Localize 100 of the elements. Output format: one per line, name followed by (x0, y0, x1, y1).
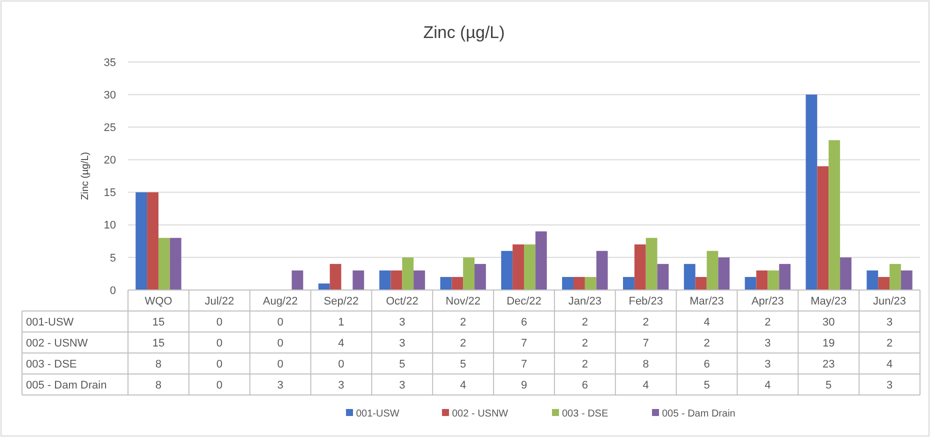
data-label: 2 (582, 316, 588, 328)
bar (440, 276, 452, 290)
data-label: 0 (277, 337, 284, 350)
data-label: 2 (460, 316, 466, 328)
text: 002 - USNW (26, 337, 88, 350)
bar (768, 270, 780, 290)
x-tick-label: WQO (144, 295, 173, 308)
y-tick-label: 30 (104, 89, 116, 102)
x-tick-label: Jun/23 (873, 295, 906, 308)
bar (562, 276, 574, 290)
bar (634, 244, 646, 290)
y-tick-label: 35 (104, 56, 116, 69)
x-tick-label: Oct/22 (386, 295, 418, 308)
bar (806, 94, 818, 290)
y-tick-label: 20 (104, 154, 116, 167)
data-label: 0 (216, 379, 222, 392)
x-tick-label: Jul/22 (204, 295, 234, 308)
bar (474, 264, 486, 290)
y-axis-title: Zinc (µg/L) (80, 152, 91, 200)
data-label: 5 (826, 379, 832, 392)
bar (900, 270, 912, 290)
bar (318, 283, 330, 290)
bar (828, 140, 840, 290)
data-label: 2 (886, 337, 893, 350)
data-label: 4 (642, 379, 649, 392)
data-label: 3 (886, 316, 893, 328)
x-tick-label: Apr/23 (751, 295, 784, 308)
y-tick-label: 0 (110, 284, 116, 297)
bar (695, 276, 707, 290)
bar (684, 264, 696, 290)
legend-label: 001-USW (356, 408, 400, 420)
data-label: 0 (338, 358, 344, 370)
data-label: 3 (764, 337, 771, 350)
data-label: 3 (338, 379, 344, 392)
legend-label: 002 - USNW (452, 408, 509, 420)
bar (535, 231, 547, 290)
data-label: 7 (642, 337, 649, 350)
bar (646, 238, 658, 290)
data-label: 3 (764, 358, 771, 370)
bar (756, 270, 768, 290)
text: 003 - DSE (26, 358, 77, 370)
bar (623, 276, 634, 290)
data-label: 8 (642, 358, 649, 370)
x-tick-label: Sep/22 (324, 295, 359, 308)
x-tick-label: Dec/22 (506, 295, 542, 308)
bar (574, 276, 585, 290)
data-label: 2 (582, 337, 588, 350)
data-label: 3 (277, 379, 284, 392)
bar (718, 257, 730, 290)
bar (292, 270, 304, 290)
bar (452, 276, 464, 290)
data-label: 0 (277, 358, 284, 370)
data-label: 3 (399, 337, 406, 350)
data-label: 0 (216, 316, 222, 328)
bar (512, 244, 524, 290)
bar (330, 264, 342, 290)
bar (414, 270, 425, 290)
data-label: 3 (399, 379, 406, 392)
bar (657, 264, 669, 290)
y-tick-label: 5 (110, 252, 116, 264)
data-label: 3 (399, 316, 406, 328)
data-label: 4 (338, 337, 344, 350)
data-label: 15 (152, 316, 165, 328)
data-label: 8 (155, 358, 162, 370)
y-tick-label: 10 (104, 220, 116, 232)
data-label: 6 (520, 316, 528, 328)
data-label: 0 (277, 316, 284, 328)
data-label: 2 (460, 337, 466, 350)
bar (402, 257, 414, 290)
x-tick-label: Mar/23 (690, 295, 724, 308)
text: 005 - Dam Drain (26, 379, 107, 392)
data-label: 4 (886, 358, 893, 370)
data-label: 5 (704, 379, 710, 392)
data-label: 30 (822, 316, 835, 328)
data-label: 9 (520, 379, 528, 392)
bar (584, 276, 596, 290)
data-label: 19 (822, 337, 835, 350)
data-label: 7 (520, 337, 528, 350)
data-label: 6 (704, 358, 710, 370)
bar (463, 257, 474, 290)
bar (890, 264, 901, 290)
bar (158, 238, 170, 290)
bar (379, 270, 391, 290)
data-label: 15 (152, 337, 165, 350)
legend-label: 005 - Dam Drain (662, 408, 736, 420)
data-label: 7 (520, 358, 528, 370)
data-label: 2 (582, 358, 588, 370)
bar (390, 270, 402, 290)
bar (170, 238, 182, 290)
data-label: 23 (822, 358, 835, 370)
data-label: 2 (704, 337, 710, 350)
bar (840, 257, 852, 290)
bar (501, 250, 513, 290)
data-label: 4 (460, 379, 466, 392)
y-tick-label: 25 (104, 122, 116, 134)
x-tick-label: May/23 (810, 295, 847, 308)
y-tick-label: 15 (104, 187, 116, 200)
data-label: 5 (460, 358, 466, 370)
x-tick-label: Feb/23 (628, 295, 663, 308)
data-label: 2 (642, 316, 649, 328)
